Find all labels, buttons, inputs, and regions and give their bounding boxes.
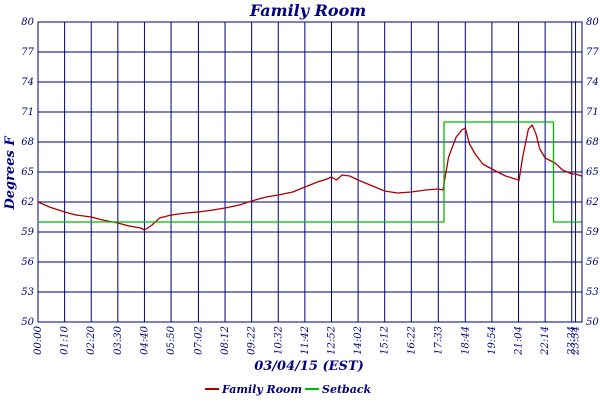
y-tick-label-right: 56 — [586, 257, 599, 268]
series-line-setback — [38, 121, 582, 223]
chart-title: Family Room — [249, 1, 366, 20]
x-tick-label: 05:50 — [166, 325, 177, 354]
y-tick-label-right: 62 — [586, 197, 599, 208]
y-tick-label-left: 77 — [21, 47, 34, 58]
x-tick-label: 21:04 — [514, 326, 525, 356]
y-tick-label-right: 68 — [586, 137, 599, 148]
x-tick-label: 18:44 — [460, 326, 471, 355]
x-tick-label: 15:12 — [380, 326, 391, 355]
x-axis-label: 03/04/15 (EST) — [254, 359, 364, 374]
y-tick-label-left: 80 — [21, 17, 34, 28]
y-tick-label-right: 65 — [586, 167, 599, 178]
y-tick-label-left: 59 — [21, 227, 34, 238]
x-tick-label: 01:10 — [60, 325, 71, 354]
x-tick-label: 04:40 — [139, 325, 150, 354]
x-tick-label: 22:14 — [540, 326, 551, 356]
x-tick-label: 07:02 — [193, 326, 204, 355]
y-tick-label-left: 53 — [21, 287, 34, 298]
x-tick-label: 19:54 — [487, 326, 498, 355]
x-tick-label: 08:12 — [220, 326, 231, 355]
x-tick-label: 00:00 — [33, 325, 44, 354]
x-tick-label: 17:33 — [433, 326, 444, 355]
x-tick-label: 03:30 — [113, 325, 124, 354]
x-tick-label: 14:02 — [353, 326, 364, 355]
y-tick-label-left: 68 — [21, 137, 34, 148]
y-tick-label-right: 59 — [586, 227, 599, 238]
y-tick-label-left: 65 — [21, 167, 34, 178]
x-tick-label: 23:24 — [567, 326, 578, 356]
legend: Family Room Setback — [205, 383, 372, 396]
series-line-family-room — [37, 124, 582, 231]
x-tick-label: 11:42 — [300, 326, 311, 355]
legend-label-family-room: Family Room — [221, 383, 302, 396]
y-tick-label-right: 74 — [586, 77, 599, 88]
y-tick-label-right: 77 — [586, 47, 599, 58]
plot-area: 50 50 53 53 56 56 59 59 62 62 65 65 68 68 71 71 74 74 77 77… — [21, 17, 599, 356]
y-axis-label: Degrees F — [3, 136, 18, 211]
y-tick-label-left: 50 — [21, 317, 34, 328]
y-tick-label-left: 56 — [21, 257, 34, 268]
x-tick-label: 12:52 — [326, 326, 337, 355]
x-tick-label: 09:22 — [247, 326, 258, 355]
y-tick-label-left: 71 — [21, 107, 34, 118]
y-tick-label-right: 53 — [586, 287, 599, 298]
legend-label-setback: Setback — [322, 383, 372, 396]
x-tick-label: 02:20 — [86, 325, 97, 354]
x-tick-label: 23:34 — [571, 326, 582, 356]
y-tick-label-left: 62 — [21, 197, 34, 208]
x-tick-label: 10:32 — [273, 326, 284, 355]
y-tick-label-right: 80 — [586, 17, 599, 28]
y-tick-label-left: 74 — [21, 77, 34, 88]
y-tick-label-right: 50 — [586, 317, 599, 328]
x-tick-label: 16:22 — [406, 326, 417, 355]
y-tick-label-right: 71 — [586, 107, 599, 118]
